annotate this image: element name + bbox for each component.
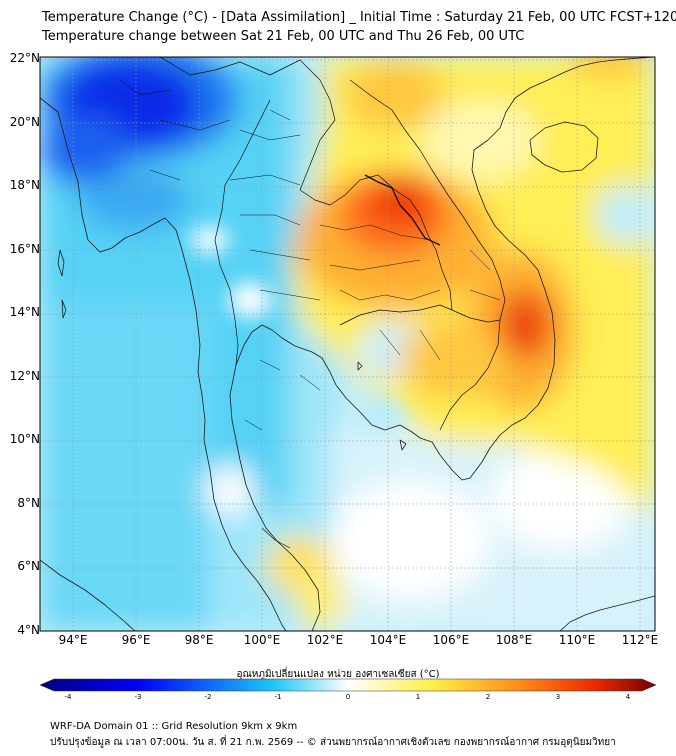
colorbar-title: อุณหภูมิเปลี่ยนแปลง หน่วย องศาเซลเซียส (…	[236, 669, 440, 680]
lat-label-6n: 6°N	[17, 559, 40, 573]
lon-label-96e: 96°E	[121, 633, 151, 647]
lon-label-98e: 98°E	[184, 633, 214, 647]
footer-model-info: WRF-DA Domain 01 :: Grid Resolution 9km …	[50, 721, 298, 732]
map-subtitle: Temperature change between Sat 21 Feb, 0…	[42, 29, 525, 44]
lon-label-110e: 110°E	[558, 633, 596, 647]
lon-label-112e: 112°E	[621, 633, 659, 647]
lon-label-108e: 108°E	[495, 633, 533, 647]
lat-label-10n: 10°N	[9, 432, 40, 446]
colorbar-tick: 4	[625, 693, 631, 701]
colorbar-tick: 2	[485, 693, 491, 701]
lat-label-22n: 22°N	[9, 51, 40, 65]
temperature-field	[40, 57, 655, 631]
coastlines	[40, 57, 655, 631]
lon-label-94e: 94°E	[58, 633, 88, 647]
colorbar-tick: -4	[64, 693, 72, 701]
lon-label-100e: 100°E	[243, 633, 281, 647]
colorbar-tick: -3	[134, 693, 142, 701]
lon-label-104e: 104°E	[369, 633, 407, 647]
lon-label-102e: 102°E	[306, 633, 344, 647]
map-frame	[39, 56, 656, 632]
colorbar-tick: -2	[204, 693, 212, 701]
colorbar-tick: 3	[555, 693, 561, 701]
lat-label-16n: 16°N	[9, 242, 40, 256]
colorbar-tick: -1	[274, 693, 282, 701]
colorbar-tick: 0	[345, 693, 351, 701]
country-borders	[119, 57, 506, 549]
lat-label-20n: 20°N	[9, 115, 40, 129]
colorbar	[40, 678, 656, 692]
lat-label-14n: 14°N	[9, 305, 40, 319]
lat-label-4n: 4°N	[17, 623, 40, 637]
footer-update-info: ปรับปรุงข้อมูล ณ เวลา 07:00น. วัน ส. ที่…	[50, 737, 616, 748]
colorbar-tick: 1	[415, 693, 421, 701]
lat-label-12n: 12°N	[9, 369, 40, 383]
map-title: Temperature Change (°C) - [Data Assimila…	[42, 10, 676, 25]
lon-label-106e: 106°E	[432, 633, 470, 647]
lat-label-8n: 8°N	[17, 496, 40, 510]
lat-label-18n: 18°N	[9, 178, 40, 192]
